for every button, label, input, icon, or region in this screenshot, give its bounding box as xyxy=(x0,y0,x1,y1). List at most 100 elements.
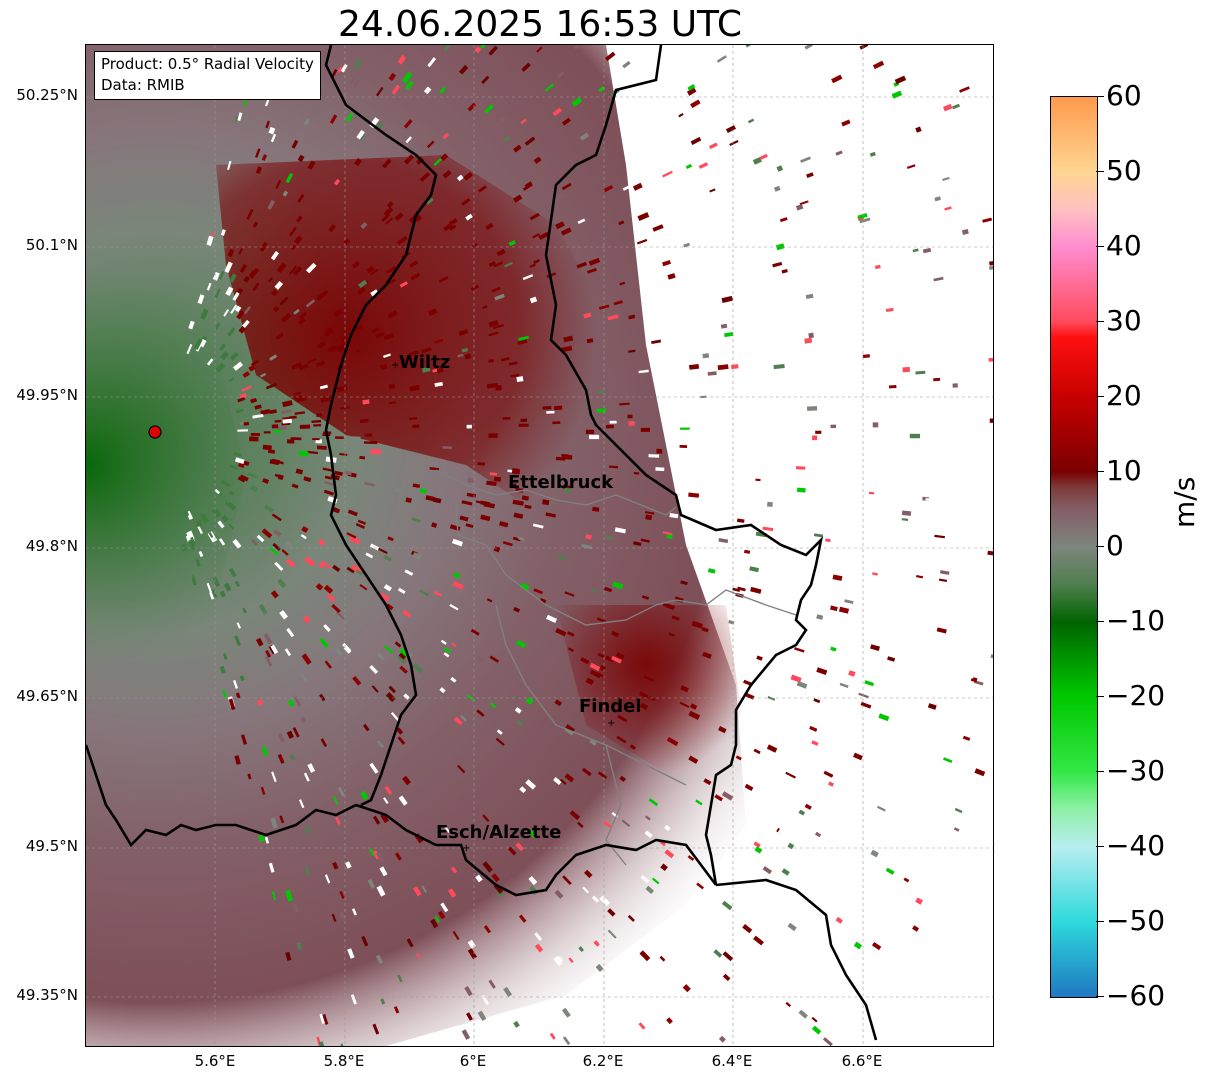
radar-echo-gate xyxy=(477,185,487,193)
radar-map[interactable]: + + + + Wiltz Ettelbruck Findel Esch/Alz… xyxy=(85,44,994,1047)
radar-echo-gate xyxy=(355,348,362,353)
radar-echo-gate xyxy=(285,951,292,961)
radar-echo-gate xyxy=(870,644,880,651)
radar-echo-gate xyxy=(521,62,531,72)
radar-echo-gate xyxy=(394,852,402,861)
radar-echo-gate xyxy=(707,568,716,574)
radar-echo-gate xyxy=(274,280,284,290)
radar-echo-gate xyxy=(776,165,784,172)
radar-echo-gate xyxy=(180,543,187,552)
radar-echo-gate xyxy=(668,632,675,637)
radar-echo-gate xyxy=(298,450,309,457)
radar-echo-gate xyxy=(305,299,316,308)
radar-echo-gate xyxy=(466,424,472,429)
radar-echo-gate xyxy=(612,581,624,590)
radar-echo-gate xyxy=(388,685,396,694)
radar-echo-gate xyxy=(410,272,421,281)
radar-echo-gate xyxy=(260,786,266,795)
radar-echo-gate xyxy=(405,136,413,144)
radar-echo-gate xyxy=(652,877,660,885)
radar-echo-gate xyxy=(434,338,444,344)
radar-echo-gate xyxy=(223,582,232,592)
radar-echo-gate xyxy=(694,1024,705,1035)
radar-echo-gate xyxy=(211,588,218,599)
radar-echo-gate xyxy=(315,583,324,591)
radar-echo-gate xyxy=(513,512,524,519)
radar-echo-gate xyxy=(716,55,727,63)
radar-echo-gate xyxy=(421,366,431,373)
radar-echo-gate xyxy=(362,723,370,732)
radar-echo-gate xyxy=(735,755,742,761)
radar-echo-gate xyxy=(844,940,851,947)
radar-echo-gate xyxy=(198,551,204,558)
radar-echo-gate xyxy=(560,227,572,236)
radar-echo-gate xyxy=(644,830,653,839)
radar-echo-gate xyxy=(436,367,444,374)
radar-echo-gate xyxy=(782,730,793,739)
radar-echo-gate xyxy=(598,304,610,310)
radar-echo-gate xyxy=(827,781,835,787)
radar-echo-gate xyxy=(199,339,207,348)
radar-echo-gate xyxy=(327,345,338,353)
radar-echo-gate xyxy=(323,624,331,632)
radar-echo-gate xyxy=(554,889,564,899)
radar-echo-gate xyxy=(383,555,393,562)
radar-echo-gate xyxy=(847,505,855,510)
radar-echo-gate xyxy=(488,979,496,989)
radar-echo-gate xyxy=(538,231,550,240)
radar-echo-gate xyxy=(258,834,265,843)
radar-echo-gate xyxy=(329,533,338,540)
radar-echo-gate xyxy=(794,647,805,653)
radar-echo-gate xyxy=(440,902,449,913)
radar-echo-gate xyxy=(303,476,312,483)
radar-echo-gate xyxy=(529,296,538,304)
colorbar-label-20: 20 xyxy=(1106,379,1142,412)
radar-echo-gate xyxy=(280,409,292,415)
radar-echo-gate xyxy=(622,185,631,191)
radar-echo-gate xyxy=(334,470,343,476)
radar-echo-gate xyxy=(962,672,974,679)
radar-echo-gate xyxy=(274,561,284,572)
radar-echo-gate xyxy=(915,897,923,905)
radar-echo-gate xyxy=(562,875,572,886)
radar-echo-gate xyxy=(493,261,503,268)
radar-echo-gate xyxy=(737,586,746,592)
radar-echo-gate xyxy=(321,560,332,569)
radar-echo-gate xyxy=(297,193,305,203)
radar-echo-gate xyxy=(297,154,305,163)
radar-echo-gate xyxy=(243,421,250,426)
radar-echo-gate xyxy=(639,950,651,962)
radar-echo-gate xyxy=(320,395,332,403)
radar-echo-gate xyxy=(451,642,457,648)
radar-echo-gate xyxy=(396,727,404,735)
radar-echo-gate xyxy=(839,682,849,688)
radar-echo-gate xyxy=(573,45,581,50)
radar-echo-gate xyxy=(648,454,660,458)
radar-echo-gate xyxy=(878,713,890,722)
radar-echo-gate xyxy=(227,327,236,337)
radar-echo-gate xyxy=(430,918,439,929)
radar-echo-gate xyxy=(252,267,260,275)
radar-echo-gate xyxy=(268,862,275,873)
radar-echo-gate xyxy=(648,696,656,702)
radar-echo-gate xyxy=(736,518,745,523)
radar-echo-gate xyxy=(388,72,397,82)
radar-echo-gate xyxy=(961,229,969,235)
radar-echo-gate xyxy=(255,166,263,175)
radar-echo-gate xyxy=(709,188,716,193)
radar-echo-gate xyxy=(775,225,784,233)
radar-echo-gate xyxy=(337,786,346,797)
radar-echo-gate xyxy=(386,266,397,274)
radar-echo-gate xyxy=(643,675,655,683)
radar-echo-gate xyxy=(200,308,209,320)
radar-echo-gate xyxy=(872,60,885,70)
radar-echo-gate xyxy=(220,479,231,488)
border-luxembourg-germany-east xyxy=(715,878,878,1041)
radar-echo-gate xyxy=(519,582,530,591)
radar-echo-gate xyxy=(750,586,762,594)
radar-echo-gate xyxy=(437,910,446,920)
radar-echo-gate xyxy=(781,269,788,274)
radar-echo-gate xyxy=(268,277,274,283)
colorbar-label-40: 40 xyxy=(1106,229,1142,262)
radar-echo-gate xyxy=(586,267,597,274)
